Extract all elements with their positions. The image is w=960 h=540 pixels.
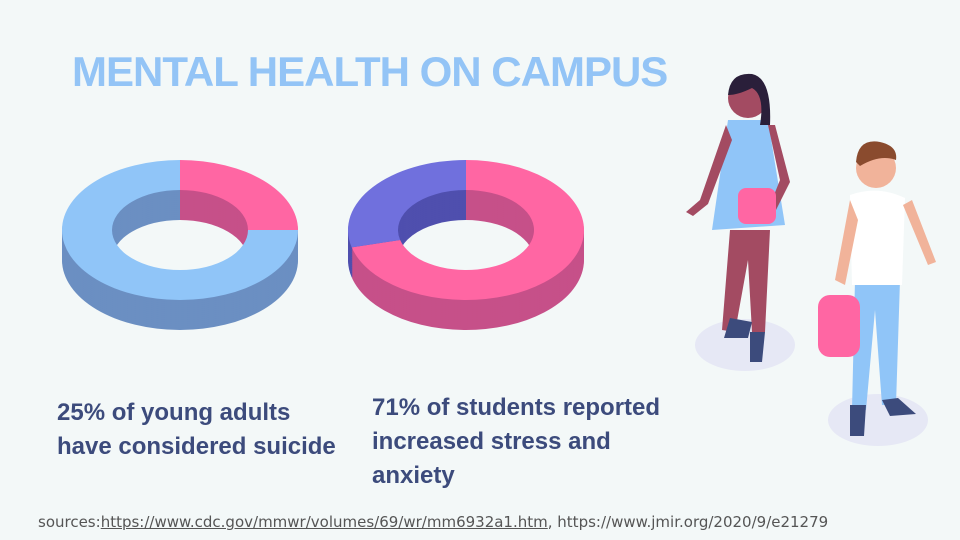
source-link[interactable]: https://www.cdc.gov/mmwr/volumes/69/wr/m… bbox=[100, 513, 548, 531]
backpack bbox=[818, 295, 860, 357]
arms bbox=[686, 125, 790, 216]
caption: 25% of young adults have considered suic… bbox=[57, 399, 336, 460]
jeans bbox=[852, 280, 900, 410]
title: MENTAL HEALTH ON CAMPUS bbox=[72, 48, 668, 95]
shirt bbox=[850, 190, 905, 285]
shadow bbox=[695, 319, 795, 371]
shadow bbox=[828, 394, 928, 446]
slice bbox=[180, 160, 298, 230]
source-text[interactable]: https://www.jmir.org/2020/9/e21279 bbox=[557, 513, 829, 531]
slice bbox=[62, 160, 298, 300]
arms bbox=[835, 200, 936, 285]
people-illustration bbox=[686, 73, 936, 446]
sources-label: sources: bbox=[38, 513, 101, 531]
caption: 71% of students reported increased stres… bbox=[372, 394, 661, 489]
slice bbox=[348, 160, 466, 248]
shoes bbox=[724, 318, 765, 362]
hair bbox=[856, 141, 897, 166]
sources: sources:https://www.cdc.gov/mmwr/volumes… bbox=[38, 513, 828, 531]
bag bbox=[738, 188, 776, 224]
hair bbox=[728, 73, 771, 125]
slice bbox=[351, 160, 584, 301]
separator: , bbox=[547, 513, 558, 531]
shoes bbox=[850, 398, 916, 436]
legs bbox=[722, 230, 770, 332]
